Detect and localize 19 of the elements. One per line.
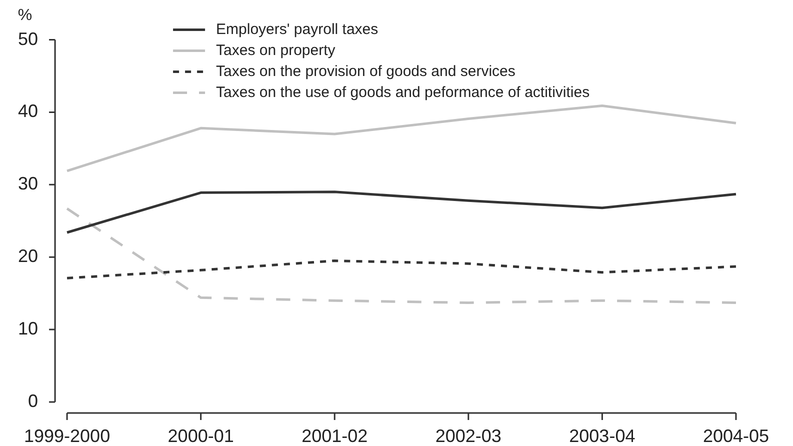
legend-label: Taxes on the provision of goods and services	[216, 62, 516, 80]
y-tick-label: 40	[18, 101, 38, 122]
y-tick-label: 0	[28, 390, 38, 411]
x-tick-label: 2001-02	[302, 426, 368, 446]
legend-label: Employers' payroll taxes	[216, 20, 378, 38]
x-tick-label: 2000-01	[168, 426, 234, 446]
y-tick-label: 30	[18, 174, 38, 194]
x-tick-label: 2002-03	[435, 426, 502, 446]
legend-label: Taxes on property	[216, 42, 336, 59]
y-tick-label: 50	[18, 28, 38, 49]
y-tick-label: 10	[18, 318, 38, 339]
line-series	[66, 207, 738, 304]
line-series	[66, 259, 738, 280]
x-tick-label: 2004-05	[702, 426, 769, 446]
legend-label: Taxes on the use of goods and peformance of actitivities	[216, 84, 590, 101]
y-tick-label: 20	[18, 246, 38, 266]
y-axis-title: %	[18, 7, 32, 24]
x-tick-label: 2003-04	[569, 426, 636, 446]
x-tick-label: 1999-2000	[24, 426, 110, 446]
